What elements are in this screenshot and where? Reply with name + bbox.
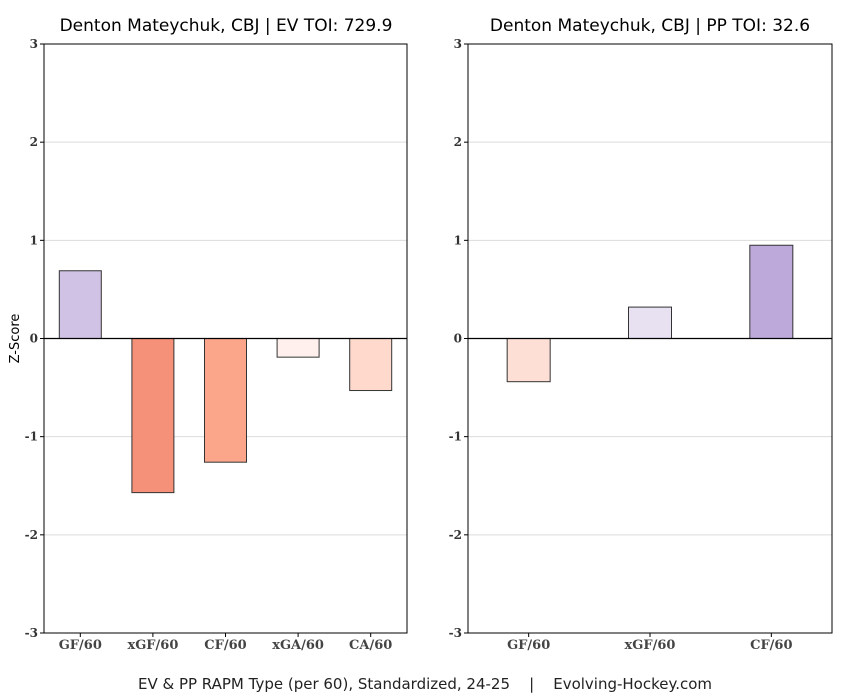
y-tick-label: 3 bbox=[454, 37, 462, 51]
y-tick-label: 1 bbox=[30, 233, 38, 247]
plot-frame bbox=[467, 43, 833, 634]
y-tick-label: 0 bbox=[30, 332, 38, 346]
bar-gf-per-60 bbox=[58, 270, 102, 340]
y-tick-label: 0 bbox=[454, 332, 462, 346]
x-tick-label: GF/60 bbox=[59, 638, 102, 653]
bar-xga-per-60 bbox=[276, 338, 320, 358]
footer-caption: EV & PP RAPM Type (per 60), Standardized… bbox=[138, 675, 712, 693]
x-tick-label: GF/60 bbox=[507, 638, 550, 653]
chart-title: Denton Mateychuk, CBJ | EV TOI: 729.9 bbox=[60, 16, 393, 36]
x-tick-label: xGA/60 bbox=[272, 638, 324, 653]
plot-frame bbox=[43, 43, 408, 634]
panel-pp: 3 2 1 0 -1 -2 -3 GF/60 xGF/60 CF/60 Denton Mateych… bbox=[449, 16, 833, 653]
bar-cf-per-60 bbox=[749, 244, 794, 339]
bar-ca-per-60 bbox=[349, 338, 393, 392]
y-tick-label: 3 bbox=[30, 37, 38, 51]
bar-cf-per-60 bbox=[204, 338, 247, 463]
y-tick-label: 2 bbox=[454, 135, 462, 149]
y-tick-label: -1 bbox=[449, 430, 462, 444]
x-tick-label: CF/60 bbox=[750, 638, 792, 653]
y-tick-label: -2 bbox=[25, 528, 38, 542]
x-tick-label: CF/60 bbox=[204, 638, 246, 653]
chart-title: Denton Mateychuk, CBJ | PP TOI: 32.6 bbox=[490, 16, 810, 36]
y-tick-label: -3 bbox=[449, 626, 462, 640]
x-tick-label: CA/60 bbox=[349, 638, 392, 653]
panel-ev: 3 2 1 0 -1 -2 -3 GF/60 xGF/60 CF/60 xGA/60 CA/60 Den… bbox=[8, 16, 408, 653]
y-axis-label: Z-Score bbox=[8, 314, 23, 364]
y-tick-label: 1 bbox=[454, 233, 462, 247]
y-tick-label: -1 bbox=[25, 430, 38, 444]
bar-xgf-per-60 bbox=[628, 306, 672, 340]
x-tick-label: xGF/60 bbox=[625, 638, 676, 653]
y-tick-label: 2 bbox=[30, 135, 38, 149]
bar-gf-per-60 bbox=[506, 338, 551, 383]
x-tick-label: xGF/60 bbox=[127, 638, 178, 653]
y-tick-label: -2 bbox=[449, 528, 462, 542]
y-tick-label: -3 bbox=[25, 626, 38, 640]
bar-xgf-per-60 bbox=[131, 338, 175, 494]
